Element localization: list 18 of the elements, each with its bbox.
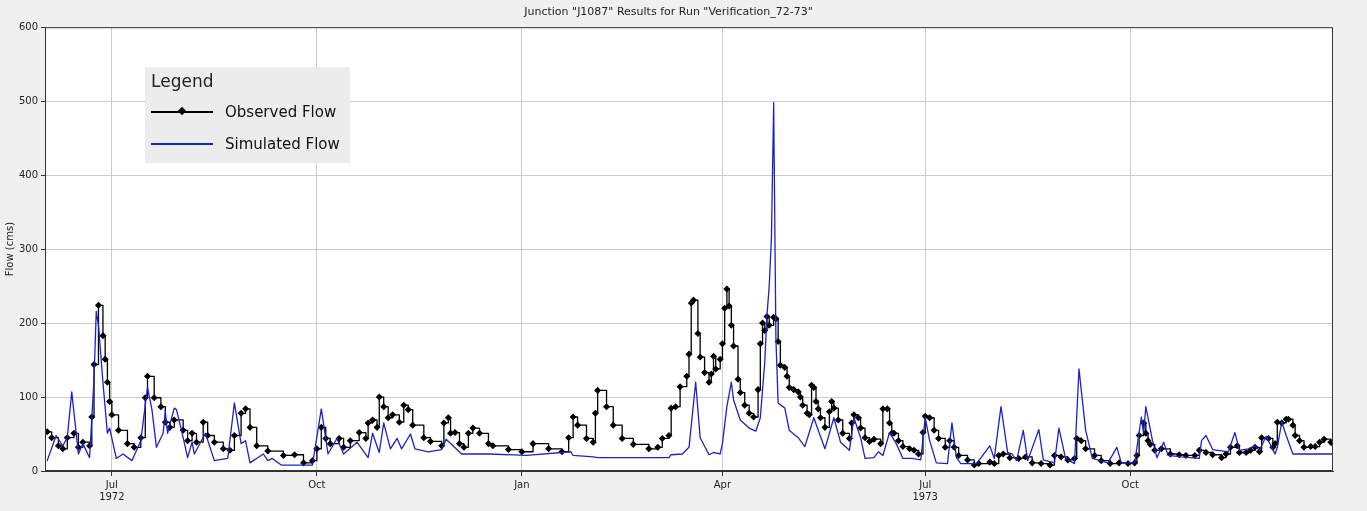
x-tick-label: Oct xyxy=(1121,478,1139,490)
legend-label: Observed Flow xyxy=(225,103,337,122)
x-tick-label: Oct xyxy=(308,478,326,490)
legend-label: Simulated Flow xyxy=(225,135,340,154)
x-tick-label: Jul 1972 xyxy=(99,478,125,502)
x-tick-label: Jul 1973 xyxy=(912,478,938,502)
x-tick-label: Jan xyxy=(513,478,530,490)
y-tick-label: 600 xyxy=(18,20,38,32)
x-tick-label: Apr xyxy=(713,478,732,490)
y-tick-label: 100 xyxy=(18,390,38,402)
y-tick-label: 500 xyxy=(18,94,38,106)
y-tick-label: 200 xyxy=(18,316,38,328)
legend-title: Legend xyxy=(151,71,215,92)
y-tick-label: 300 xyxy=(18,242,38,254)
y-tick-label: 0 xyxy=(31,464,38,476)
chart-title: Junction "J1087" Results for Run "Verification_72-73" xyxy=(523,5,813,19)
y-tick-label: 400 xyxy=(18,168,38,180)
y-axis-title: Flow (cms) xyxy=(3,221,15,277)
